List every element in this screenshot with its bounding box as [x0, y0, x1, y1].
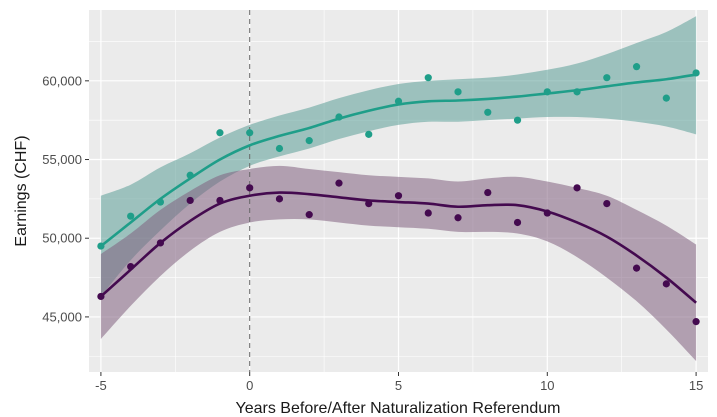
- data-point-series-1: [97, 242, 105, 250]
- data-point-series-1: [246, 129, 254, 137]
- x-tick-label: 0: [246, 378, 253, 393]
- data-point-series-1: [127, 212, 135, 220]
- data-point-series-2: [484, 188, 492, 197]
- x-axis-title: Years Before/After Naturalization Refere…: [236, 400, 561, 417]
- data-point-series-2: [603, 199, 611, 208]
- x-tick-label: 15: [689, 378, 703, 393]
- y-tick-label: 50,000: [42, 231, 82, 246]
- y-axis-title: Earnings (CHF): [13, 135, 30, 246]
- data-point-series-1: [275, 144, 284, 153]
- data-point-series-2: [246, 184, 254, 192]
- data-point-series-1: [692, 69, 700, 77]
- axis-ticks: -5 0 5 10 15 45,000 50,000 55,000 60,000: [42, 73, 703, 393]
- data-point-series-2: [216, 196, 224, 205]
- confidence-band-1: [100, 16, 697, 297]
- data-point-series-1: [424, 74, 432, 82]
- data-point-series-2: [275, 195, 284, 203]
- data-point-series-2: [335, 179, 343, 187]
- data-point-series-1: [662, 94, 670, 102]
- data-point-series-1: [543, 88, 551, 96]
- smooth-fit-line-2: [100, 191, 697, 304]
- data-point-series-2: [454, 214, 462, 222]
- data-point-series-1: [484, 108, 492, 116]
- x-tick-label: 10: [540, 378, 554, 393]
- data-point-series-2: [156, 239, 165, 247]
- data-point-series-2: [127, 262, 135, 271]
- data-point-series-2: [692, 318, 700, 326]
- data-point-series-1: [603, 74, 611, 82]
- y-tick-label: 55,000: [42, 152, 82, 167]
- x-tick-label: 5: [395, 378, 402, 393]
- data-point-series-1: [156, 198, 165, 206]
- data-point-series-2: [365, 199, 373, 208]
- data-point-series-1: [394, 97, 403, 105]
- data-point-series-2: [186, 196, 194, 205]
- data-point-series-1: [186, 171, 194, 179]
- x-tick-label: -5: [95, 378, 107, 393]
- data-point-series-2: [573, 184, 581, 192]
- data-point-series-1: [305, 137, 313, 145]
- data-point-series-1: [573, 88, 581, 96]
- data-point-series-2: [662, 280, 670, 288]
- y-tick-label: 60,000: [42, 73, 82, 88]
- data-point-series-1: [513, 116, 522, 124]
- data-point-series-2: [543, 209, 551, 217]
- data-point-series-2: [394, 192, 403, 200]
- y-tick-label: 45,000: [42, 309, 82, 324]
- data-point-series-2: [424, 209, 432, 217]
- data-point-series-1: [632, 63, 641, 71]
- data-point-series-2: [305, 211, 313, 219]
- data-point-series-1: [216, 129, 224, 137]
- data-point-series-2: [632, 264, 641, 272]
- data-point-series-2: [513, 218, 522, 227]
- data-point-series-1: [454, 88, 462, 96]
- data-point-series-1: [335, 113, 343, 121]
- data-points: [97, 63, 700, 326]
- data-point-series-1: [365, 130, 373, 138]
- data-point-series-2: [97, 292, 105, 301]
